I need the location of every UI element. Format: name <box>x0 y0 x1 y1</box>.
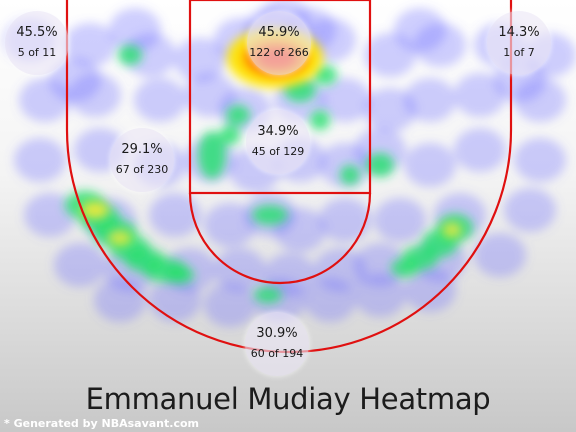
heat-blob <box>374 198 426 242</box>
free-throw-arc <box>188 192 372 285</box>
heat-blob <box>340 165 360 185</box>
heat-blob <box>198 131 226 179</box>
heat-blob <box>81 201 109 219</box>
heat-blob <box>204 203 256 247</box>
zone-percentage: 14.3% <box>498 25 540 40</box>
heat-blob <box>504 188 556 232</box>
heat-blob <box>514 138 566 182</box>
heat-blob <box>319 198 371 242</box>
heat-blob <box>354 273 406 317</box>
heat-blob <box>366 153 394 177</box>
heat-blob <box>313 65 337 85</box>
heat-blob <box>364 88 416 132</box>
heat-blob <box>109 8 161 52</box>
heat-blob <box>108 230 132 246</box>
zone-label: 29.1% 67 of 230 <box>110 128 174 192</box>
heat-blob <box>394 8 446 52</box>
heat-blob <box>64 23 116 67</box>
zone-percentage: 45.5% <box>16 25 58 40</box>
heat-blob <box>166 266 194 284</box>
zone-percentage: 34.9% <box>257 124 299 139</box>
heat-blob <box>149 193 201 237</box>
zone-percentage: 30.9% <box>256 326 298 341</box>
zone-made-attempts: 60 of 194 <box>250 347 304 360</box>
zone-made-attempts: 5 of 11 <box>17 46 57 59</box>
heat-blob <box>118 45 142 65</box>
heat-blob <box>304 278 356 322</box>
heat-blob <box>174 38 226 82</box>
heat-blob <box>454 73 506 117</box>
zone-label: 45.5% 5 of 11 <box>5 11 69 75</box>
heat-blob <box>319 78 371 122</box>
heat-blob <box>442 222 462 238</box>
zone-percentage: 45.9% <box>258 25 300 40</box>
zone-made-attempts: 67 of 230 <box>115 163 169 176</box>
heat-blob <box>214 248 266 292</box>
heat-blob <box>54 243 106 287</box>
heat-blob <box>226 105 250 125</box>
heat-blob <box>252 205 288 225</box>
zone-label: 14.3% 1 of 7 <box>487 11 551 75</box>
heat-blob <box>14 138 66 182</box>
heat-blob <box>310 110 330 130</box>
heat-blob <box>274 208 326 252</box>
zone-label: 34.9% 45 of 129 <box>246 110 310 174</box>
zone-made-attempts: 1 of 7 <box>503 46 535 59</box>
zone-percentage: 29.1% <box>121 142 163 157</box>
zone-label: 45.9% 122 of 266 <box>247 11 311 75</box>
chart-title: Emmanuel Mudiay Heatmap <box>85 382 491 416</box>
heat-blob <box>254 287 282 303</box>
credit-text: * Generated by NBAsavant.com <box>4 417 199 430</box>
paint-box <box>188 0 372 195</box>
heat-blob <box>24 193 76 237</box>
heat-blob <box>404 143 456 187</box>
zone-label: 30.9% 60 of 194 <box>245 312 309 376</box>
heat-blob <box>404 78 456 122</box>
heat-blob <box>134 78 186 122</box>
heat-blob <box>474 233 526 277</box>
zone-made-attempts: 45 of 129 <box>251 145 305 158</box>
heat-blob <box>220 125 240 145</box>
heat-blob <box>404 268 456 312</box>
heat-blob <box>454 128 506 172</box>
heat-blob <box>204 283 256 327</box>
heat-blob <box>49 58 101 102</box>
heat-blob <box>391 259 419 277</box>
zone-made-attempts: 122 of 266 <box>249 46 309 59</box>
